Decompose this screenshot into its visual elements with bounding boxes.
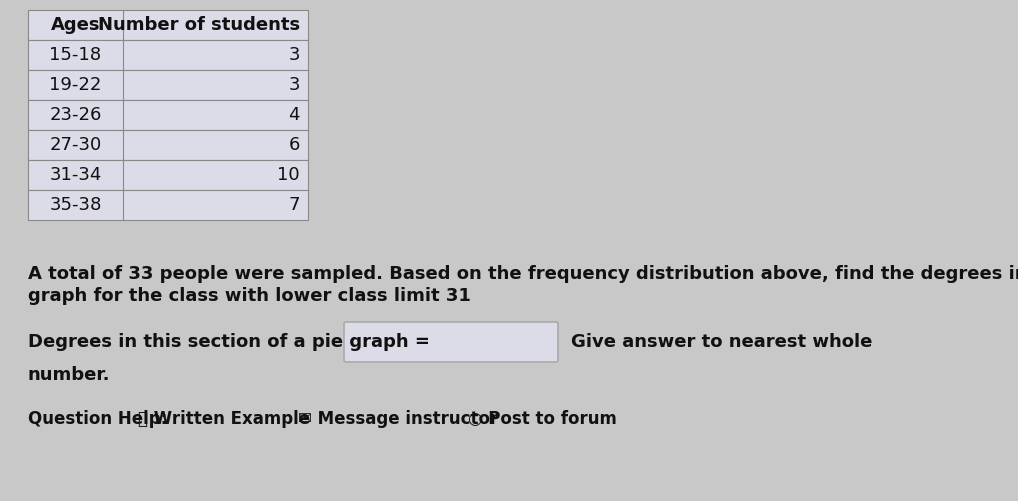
- Text: Give answer to nearest whole: Give answer to nearest whole: [571, 333, 872, 351]
- Text: graph for the class with lower class limit 31: graph for the class with lower class lim…: [29, 287, 471, 305]
- Text: 7: 7: [288, 196, 300, 214]
- Text: 4: 4: [288, 106, 300, 124]
- Text: 31-34: 31-34: [49, 166, 102, 184]
- Bar: [29, 40, 308, 70]
- Text: 10: 10: [277, 166, 300, 184]
- Text: 19-22: 19-22: [49, 76, 102, 94]
- Text: 3: 3: [288, 76, 300, 94]
- Text: 3: 3: [288, 46, 300, 64]
- Text: 35-38: 35-38: [49, 196, 102, 214]
- Text: 6: 6: [289, 136, 300, 154]
- Bar: [29, 130, 308, 160]
- Text: 📄 Written Example: 📄 Written Example: [138, 410, 310, 428]
- Text: Ages: Ages: [51, 16, 100, 34]
- Text: ✉ Message instructor: ✉ Message instructor: [298, 410, 498, 428]
- Text: ○ Post to forum: ○ Post to forum: [468, 410, 617, 428]
- Text: 15-18: 15-18: [50, 46, 102, 64]
- Text: Number of students: Number of students: [98, 16, 300, 34]
- FancyBboxPatch shape: [344, 322, 558, 362]
- Bar: [29, 100, 308, 130]
- Text: A total of 33 people were sampled. Based on the frequency distribution above, fi: A total of 33 people were sampled. Based…: [29, 265, 1018, 283]
- Bar: [29, 70, 308, 100]
- Text: Question Help:: Question Help:: [29, 410, 167, 428]
- Text: 27-30: 27-30: [50, 136, 102, 154]
- Text: 23-26: 23-26: [49, 106, 102, 124]
- Bar: [29, 190, 308, 220]
- Text: number.: number.: [29, 366, 111, 384]
- Bar: [29, 10, 308, 40]
- Text: Degrees in this section of a pie graph =: Degrees in this section of a pie graph =: [29, 333, 430, 351]
- Bar: [29, 160, 308, 190]
